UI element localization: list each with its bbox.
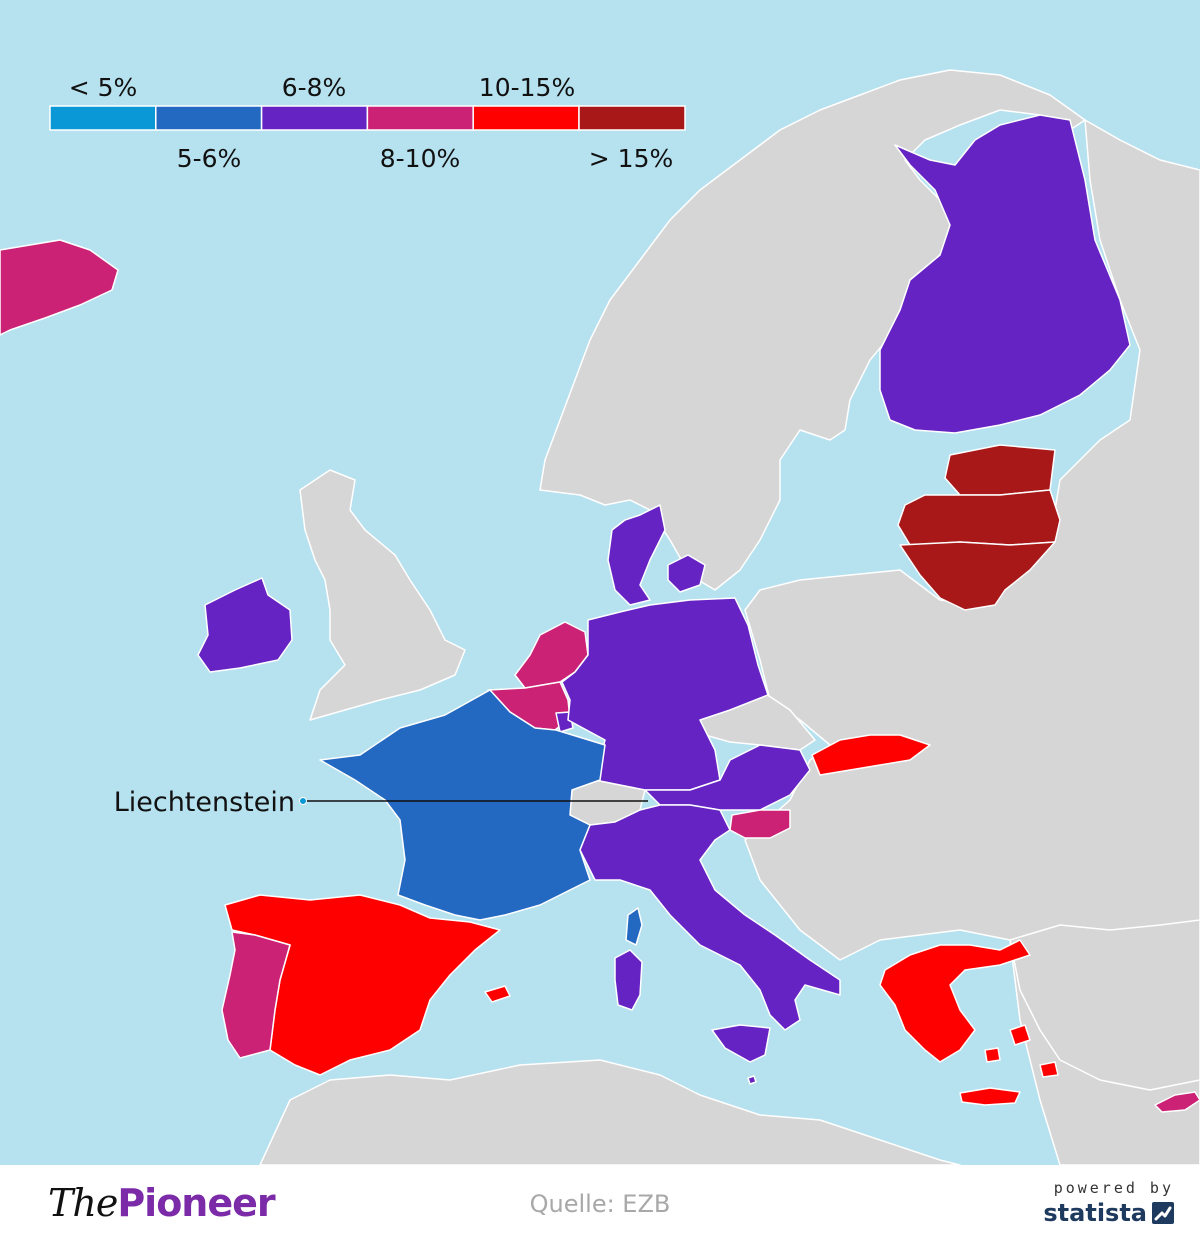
legend: < 5% 5-6% 6-8% 8-10% 10-15% > 15% <box>49 73 686 173</box>
country-iceland <box>0 239 119 336</box>
country-corsica <box>625 907 643 946</box>
countries-with-data <box>0 114 1200 1113</box>
country-crete <box>959 1087 1021 1106</box>
country-sardinia <box>614 949 643 1011</box>
statista-logo: statista <box>1043 1199 1174 1227</box>
brand-pioneer: Pioneer <box>117 1181 275 1225</box>
country-estonia <box>944 444 1056 496</box>
statista-mark-icon <box>1152 1202 1174 1224</box>
country-balearics <box>484 985 511 1003</box>
country-greece <box>879 939 1031 1063</box>
country-latvia <box>897 489 1061 546</box>
country-sicily <box>711 1024 771 1063</box>
land-turkey <box>1009 919 1200 1091</box>
country-denmark <box>607 504 666 606</box>
country-lithuania <box>899 541 1056 611</box>
legend-label-1: < 5% <box>69 73 138 102</box>
legend-label-4: 8-10% <box>380 144 461 173</box>
country-greek-islands <box>984 1024 1059 1078</box>
source-note: Quelle: EZB <box>529 1190 671 1218</box>
legend-label-6: > 15% <box>589 144 673 173</box>
legend-swatch-5 <box>472 105 580 131</box>
legend-swatches <box>49 105 686 131</box>
brand-the: The <box>48 1181 118 1225</box>
country-malta <box>747 1075 757 1085</box>
legend-swatch-3 <box>260 105 369 131</box>
statista-credit: powered by statista <box>1043 1179 1174 1227</box>
country-slovakia <box>811 734 931 776</box>
no-data-land <box>259 69 1200 1165</box>
legend-label-5: 10-15% <box>479 73 575 102</box>
footer: ThePioneer Quelle: EZB powered by statis… <box>0 1165 1200 1243</box>
callout-label: Liechtenstein <box>114 787 295 818</box>
legend-swatch-2 <box>155 105 263 131</box>
country-finland <box>879 114 1131 434</box>
callout-dot <box>299 797 307 805</box>
country-denmark-zealand <box>667 554 706 593</box>
legend-label-3: 6-8% <box>282 73 347 102</box>
land-north-africa <box>259 1059 961 1165</box>
europe-map: < 5% 5-6% 6-8% 8-10% 10-15% > 15% Liecht… <box>0 0 1200 1165</box>
country-italy <box>579 804 841 1031</box>
country-slovenia <box>729 809 791 839</box>
legend-swatch-4 <box>366 105 474 131</box>
brand-logo: ThePioneer <box>48 1181 276 1225</box>
legend-swatch-1 <box>49 105 157 131</box>
country-ireland <box>197 577 293 673</box>
powered-by-label: powered by <box>1053 1179 1174 1197</box>
legend-label-2: 5-6% <box>177 144 242 173</box>
legend-swatch-6 <box>578 105 686 131</box>
land-britain <box>299 469 466 721</box>
country-portugal <box>221 931 291 1059</box>
liechtenstein-callout: Liechtenstein <box>114 787 648 818</box>
statista-wordmark: statista <box>1043 1199 1147 1227</box>
land-scandinavia <box>539 69 1086 591</box>
country-cyprus <box>1154 1091 1200 1113</box>
